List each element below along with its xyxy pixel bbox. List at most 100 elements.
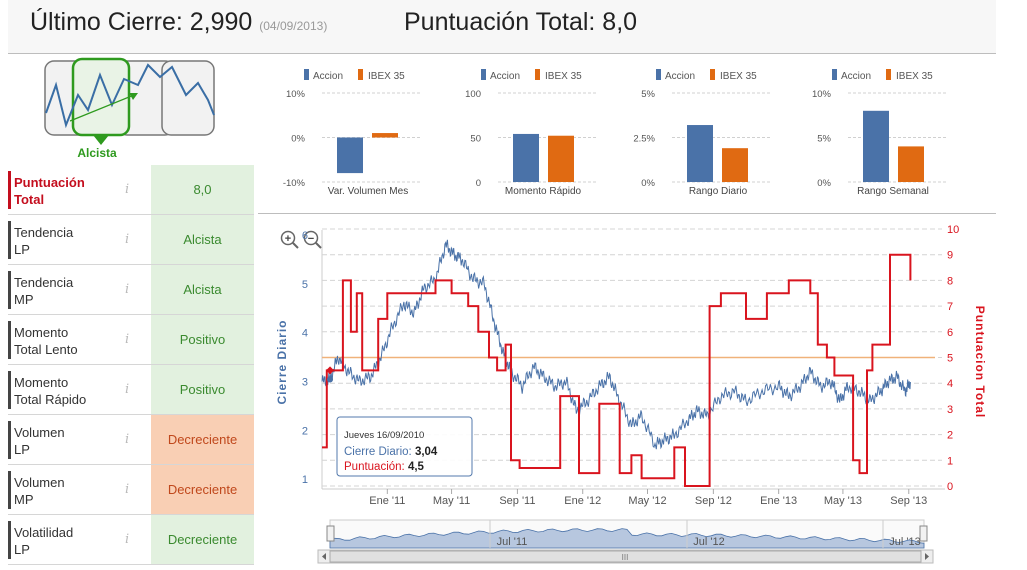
legend-label-accion: Accion — [490, 71, 520, 82]
navigator: Jul '11 Jul '12 Jul '13 III — [317, 519, 934, 564]
legend-label-ibex: IBEX 35 — [720, 71, 757, 82]
zoom-out-icon-glyph: − — [308, 233, 314, 245]
row-label: Momento Total Rápido — [14, 375, 87, 407]
legend-swatch-ibex — [886, 69, 891, 80]
y-tick-label: 50 — [470, 134, 481, 145]
x-axis-label: Rango Semanal — [857, 186, 929, 197]
row-label: Tendencia LP — [14, 225, 74, 257]
tooltip-price-label: Cierre Diario: — [344, 446, 415, 458]
last-close: Último Cierre: 2,990 (04/09/2013) — [30, 8, 327, 37]
indicator-table: Puntuación Total i 8,0 Tendencia LP i Al… — [8, 165, 254, 565]
tooltip-box — [336, 416, 473, 477]
legend-swatch-accion — [656, 69, 661, 80]
bar-ibex — [898, 146, 924, 182]
info-icon[interactable]: i — [125, 282, 130, 297]
row-accent-bar — [8, 471, 11, 509]
y-right-tick-label: 3 — [947, 404, 953, 416]
row-value: 8,0 — [151, 165, 254, 214]
last-close-value: 2,990 — [189, 8, 253, 36]
legend-swatch-ibex — [710, 69, 715, 80]
info-icon[interactable]: i — [125, 232, 130, 247]
bar-accion — [513, 133, 539, 182]
trend-indicator: Alcista — [8, 55, 254, 167]
x-tick-label: Sep '11 — [499, 495, 535, 507]
row-accent-bar — [8, 221, 11, 259]
navigator-handle-right[interactable] — [919, 525, 928, 542]
navigator-handle-left[interactable] — [326, 525, 335, 542]
y-right-tick-label: 10 — [947, 224, 959, 236]
x-tick-label: Ene '12 — [564, 495, 601, 507]
info-icon[interactable]: i — [125, 432, 130, 447]
y-left-tick-label: 2 — [302, 425, 308, 437]
y-left-axis-title: Cierre Diario — [275, 319, 289, 404]
price-series-line — [321, 239, 911, 450]
x-axis-label: Rango Diario — [689, 186, 748, 197]
row-momento-total-lento: Momento Total Lento i Positivo — [8, 315, 254, 365]
trend-arrow-head — [129, 93, 138, 100]
row-puntuacion-total: Puntuación Total i 8,0 — [8, 165, 254, 215]
row-value: Decreciente — [151, 465, 254, 514]
y-right-tick-label: 9 — [947, 250, 953, 262]
row-volumen-mp: Volumen MP i Decreciente — [8, 465, 254, 515]
zoom-in-icon-glyph: + — [285, 233, 291, 245]
mini-bar-chart-2: Accion IBEX 35 100 50 0 Momento Rápido — [465, 69, 596, 197]
info-icon[interactable]: i — [125, 532, 130, 547]
y-right-tick-label: 6 — [947, 327, 953, 339]
x-tick-label: Sep '13 — [890, 495, 927, 507]
legend-label-accion: Accion — [841, 71, 871, 82]
scroll-right-icon[interactable] — [925, 553, 929, 560]
row-accent-bar — [8, 521, 11, 559]
info-icon[interactable]: i — [125, 382, 130, 397]
y-tick-label: 2.5% — [633, 134, 655, 145]
zoom-in-icon-handle — [292, 242, 299, 249]
mini-bar-chart-4: Accion IBEX 35 10% 5% 0% Rango Semanal — [812, 69, 946, 197]
summary-header: Último Cierre: 2,990 (04/09/2013) Puntua… — [8, 0, 996, 54]
legend-swatch-accion — [832, 69, 837, 80]
row-tendencia-lp: Tendencia LP i Alcista — [8, 215, 254, 265]
y-left-tick-label: 5 — [302, 279, 308, 291]
info-icon[interactable]: i — [125, 482, 130, 497]
row-accent-bar — [8, 371, 11, 409]
info-icon[interactable]: i — [125, 182, 130, 197]
x-tick-label: May '12 — [628, 495, 666, 507]
y-right-tick-label: 8 — [947, 275, 953, 287]
y-left-tick-label: 6 — [302, 230, 308, 242]
row-accent-bar — [8, 271, 11, 309]
navigator-area — [329, 528, 925, 549]
info-icon[interactable]: i — [125, 332, 130, 347]
row-accent-bar — [8, 421, 11, 459]
tooltip: Jueves 16/09/2010 Cierre Diario: 3,04 Punt… — [336, 416, 473, 477]
y-right-tick-label: 5 — [947, 353, 953, 365]
row-accent-bar — [8, 321, 11, 359]
y-left-tick-label: 4 — [302, 328, 308, 340]
y-tick-label: 0 — [476, 178, 481, 189]
trend-arrow-line — [69, 94, 135, 122]
row-volatilidad-lp: Volatilidad LP i Decreciente — [8, 515, 254, 565]
row-value: Positivo — [151, 365, 254, 414]
x-tick-label: Ene '11 — [369, 495, 405, 507]
zoom-in-icon[interactable] — [280, 230, 296, 246]
y-right-tick-label: 4 — [947, 378, 953, 390]
y-tick-label: 10% — [812, 89, 832, 100]
navigator-label: Jul '11 — [497, 536, 528, 548]
last-close-date: (04/09/2013) — [259, 19, 328, 33]
navigator-label: Jul '12 — [693, 536, 724, 548]
mini-bar-chart-1: Accion IBEX 35 10% 0% -10% Var. Volumen Mes — [283, 69, 422, 197]
y-tick-label: 0% — [291, 134, 305, 145]
scrollbar-thumb[interactable] — [329, 550, 922, 563]
tooltip-score-value: 4,5 — [408, 461, 425, 473]
y-right-tick-label: 7 — [947, 301, 953, 313]
row-momento-total-rapido: Momento Total Rápido i Positivo — [8, 365, 254, 415]
bar-accion — [337, 137, 363, 174]
y-tick-label: 5% — [641, 89, 655, 100]
bar-ibex — [722, 148, 748, 182]
scroll-left-icon[interactable] — [322, 553, 326, 560]
row-value: Positivo — [151, 315, 254, 364]
legend-swatch-ibex — [358, 69, 363, 80]
zoom-out-icon[interactable] — [303, 230, 319, 246]
hover-marker-score — [326, 366, 335, 375]
y-right-axis-title: Puntuacion Total — [973, 306, 987, 418]
score-series-line — [322, 253, 912, 487]
